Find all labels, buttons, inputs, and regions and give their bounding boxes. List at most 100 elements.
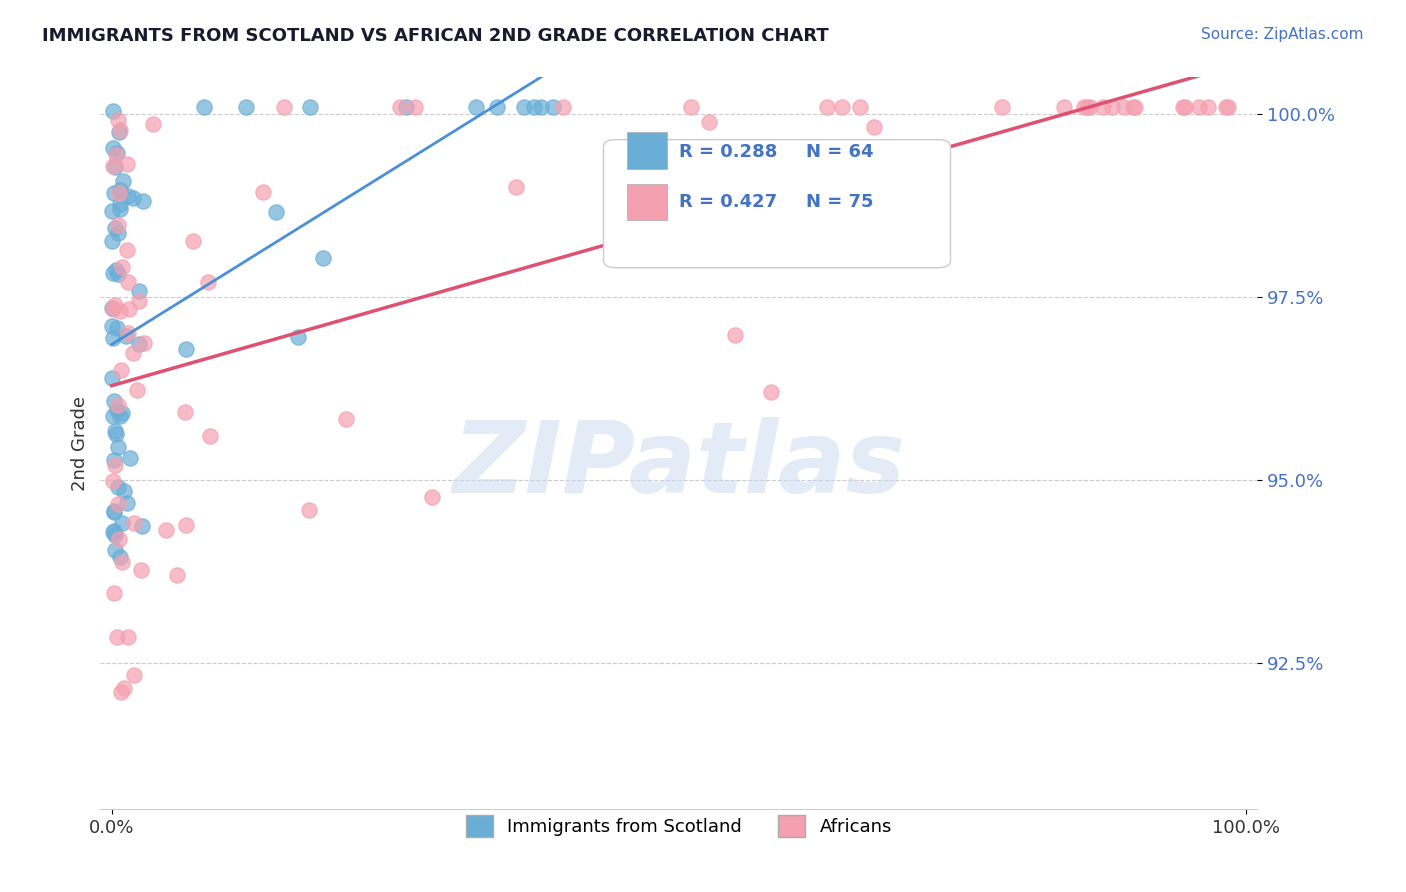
Point [679, 100, 702, 114]
Point [117, 189, 139, 203]
Point [1173, 100, 1195, 114]
Point [104, 427, 127, 442]
Point [142, 116, 165, 130]
Point [1053, 100, 1076, 114]
Point [107, 497, 129, 511]
Point [110, 123, 132, 137]
Point [105, 403, 128, 417]
Point [111, 174, 134, 188]
Point [104, 458, 127, 472]
Point [112, 484, 135, 499]
Point [111, 406, 134, 420]
Point [108, 186, 131, 200]
Point [1197, 100, 1219, 114]
Point [287, 330, 309, 344]
Point [1092, 100, 1115, 114]
Point [166, 567, 188, 582]
Point [465, 100, 488, 114]
Point [101, 267, 124, 281]
Point [104, 543, 127, 558]
Point [541, 100, 564, 114]
Point [831, 100, 853, 114]
Point [335, 412, 357, 426]
Point [551, 100, 574, 114]
Point [117, 630, 139, 644]
Point [104, 262, 127, 277]
Point [273, 100, 295, 114]
Point [103, 506, 125, 520]
Point [486, 100, 509, 114]
Point [388, 100, 411, 114]
Legend: Immigrants from Scotland, Africans: Immigrants from Scotland, Africans [458, 807, 898, 844]
Text: IMMIGRANTS FROM SCOTLAND VS AFRICAN 2ND GRADE CORRELATION CHART: IMMIGRANTS FROM SCOTLAND VS AFRICAN 2ND … [42, 27, 830, 45]
Y-axis label: 2nd Grade: 2nd Grade [72, 396, 89, 491]
Point [111, 260, 134, 274]
Point [103, 586, 125, 600]
Point [523, 100, 546, 114]
Point [103, 452, 125, 467]
Point [1122, 100, 1144, 114]
Point [108, 202, 131, 216]
Point [395, 100, 418, 114]
Point [181, 234, 204, 248]
Bar [627, 132, 666, 169]
Point [197, 275, 219, 289]
Point [1101, 100, 1123, 114]
Point [530, 100, 553, 114]
Point [101, 159, 124, 173]
Point [110, 363, 132, 377]
Point [103, 186, 125, 201]
Point [103, 331, 125, 345]
Bar [627, 184, 666, 220]
Point [107, 219, 129, 233]
Point [115, 157, 138, 171]
Text: R = 0.288: R = 0.288 [679, 143, 778, 161]
Point [103, 104, 125, 119]
Point [108, 197, 131, 211]
Point [107, 267, 129, 281]
Point [849, 100, 872, 114]
Point [103, 503, 125, 517]
Point [101, 474, 124, 488]
Point [107, 226, 129, 240]
Point [108, 550, 131, 565]
Point [104, 528, 127, 542]
Point [114, 329, 136, 343]
Point [101, 302, 124, 317]
Point [122, 346, 145, 360]
Point [115, 496, 138, 510]
Point [176, 342, 198, 356]
Point [124, 667, 146, 681]
Point [117, 275, 139, 289]
Point [101, 409, 124, 424]
Point [1114, 100, 1136, 114]
Point [117, 326, 139, 340]
Point [110, 685, 132, 699]
Point [112, 681, 135, 696]
Point [1174, 100, 1197, 114]
Point [108, 183, 131, 197]
Text: N = 75: N = 75 [806, 193, 873, 211]
Text: R = 0.427: R = 0.427 [679, 193, 778, 211]
Point [128, 293, 150, 308]
Point [198, 428, 221, 442]
Point [101, 141, 124, 155]
Point [298, 100, 321, 114]
Point [101, 371, 124, 385]
Point [103, 298, 125, 312]
Point [118, 301, 141, 316]
Point [1123, 100, 1146, 114]
Point [110, 516, 132, 530]
Point [862, 120, 884, 134]
Point [1215, 100, 1237, 114]
Point [128, 337, 150, 351]
Point [815, 100, 838, 114]
Point [103, 524, 125, 539]
Point [724, 327, 747, 342]
Point [193, 100, 215, 114]
Point [118, 451, 141, 466]
Point [104, 221, 127, 235]
Point [155, 524, 177, 538]
Point [505, 179, 527, 194]
Point [107, 480, 129, 494]
